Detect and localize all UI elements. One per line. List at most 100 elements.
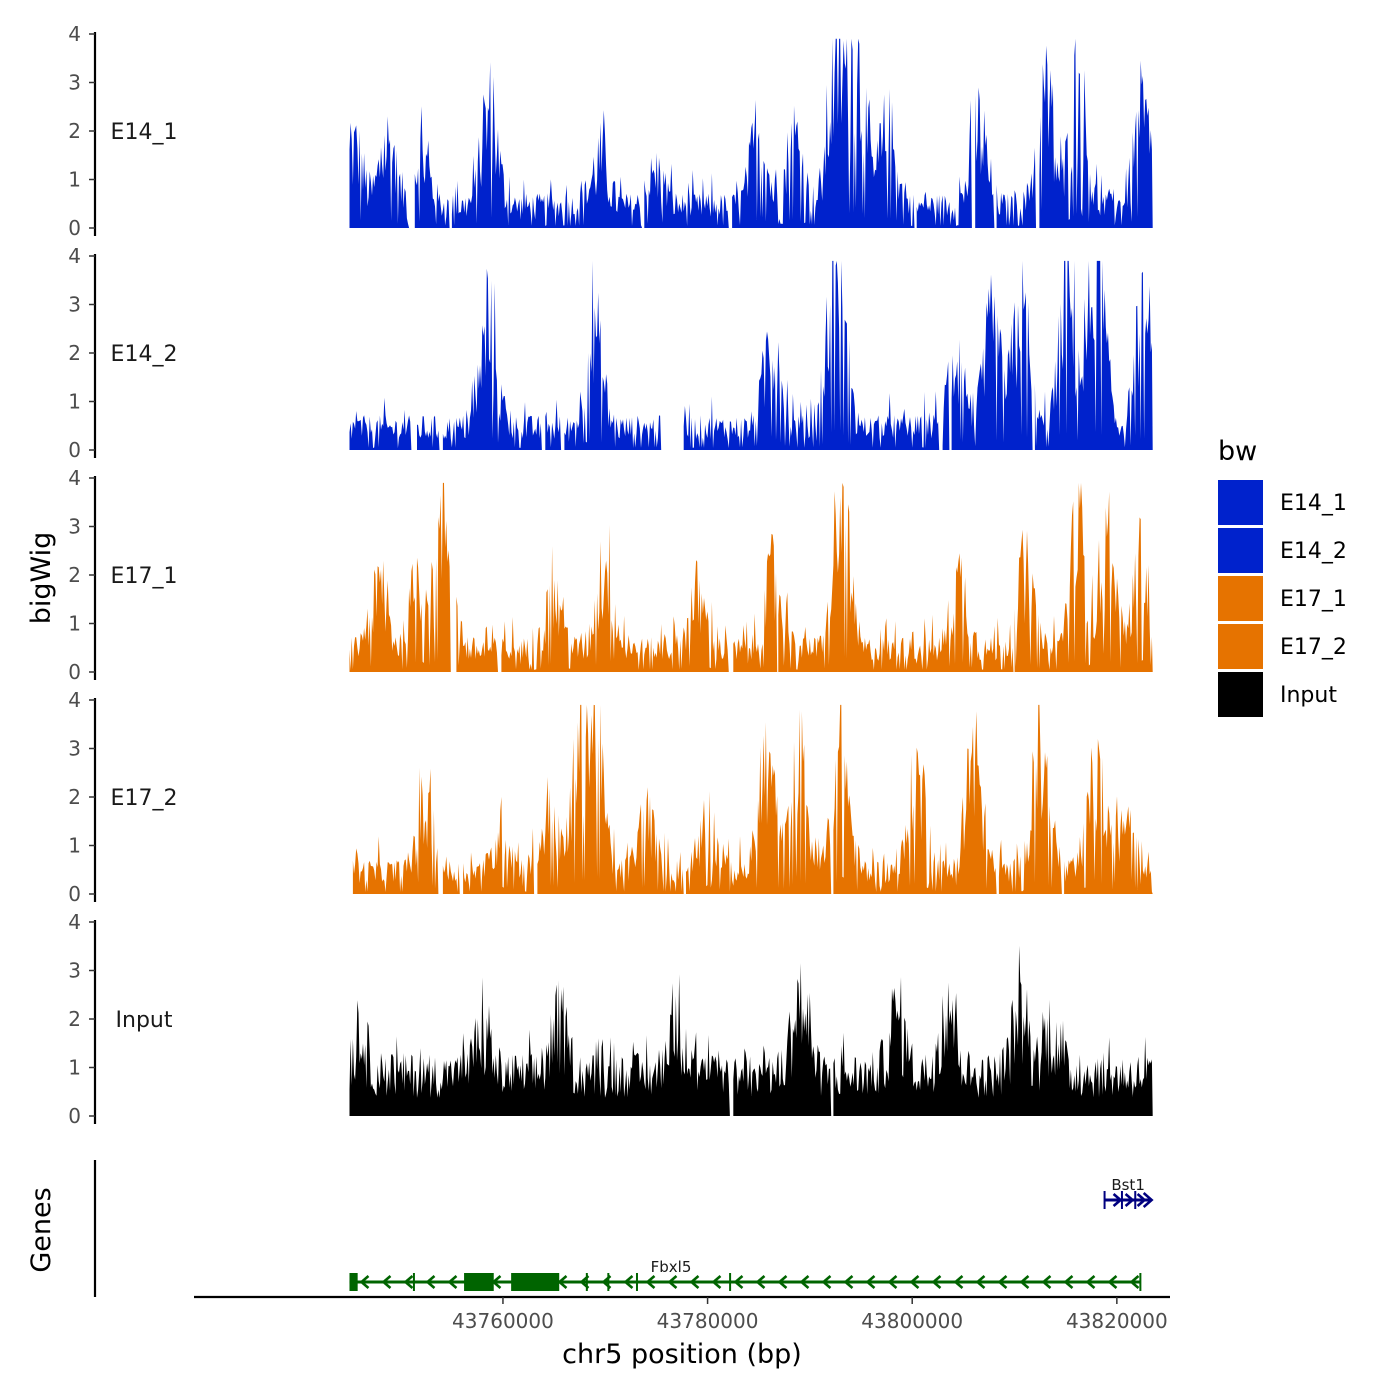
legend-title: bw <box>1218 436 1257 467</box>
legend-swatch <box>1218 672 1263 717</box>
strand-chevron <box>689 1275 700 1289</box>
strand-chevron <box>909 1275 920 1289</box>
x-tick-label: 43760000 <box>452 1309 554 1333</box>
legend-item: Input <box>1218 672 1337 717</box>
strand-chevron <box>843 1275 854 1289</box>
y-tick-label: 3 <box>68 515 81 539</box>
legend-swatch <box>1218 480 1263 525</box>
legend-label: E17_2 <box>1280 635 1347 660</box>
coverage-area-E14_2 <box>349 260 1153 450</box>
strand-chevron <box>821 1275 832 1289</box>
x-axis-title: chr5 position (bp) <box>562 1339 802 1370</box>
strand-chevron <box>777 1275 788 1289</box>
y-tick-label: 4 <box>68 910 81 934</box>
track-E17_2: 0 1 2 3 4 E17_2 <box>68 688 1153 906</box>
track-label: Input <box>116 1008 173 1033</box>
strand-chevron <box>447 1275 458 1289</box>
strand-chevron <box>645 1275 656 1289</box>
strand-chevron <box>425 1275 436 1289</box>
strand-chevron <box>865 1275 876 1289</box>
strand-chevron <box>1124 1193 1135 1207</box>
legend: bw E14_1 E14_2 E17_1 E17_2 Input <box>1218 436 1347 717</box>
x-tick-label: 43820000 <box>1066 1309 1168 1333</box>
legend-item: E17_2 <box>1218 624 1347 669</box>
legend-item: E14_2 <box>1218 528 1347 573</box>
y-tick-label: 2 <box>68 785 81 809</box>
legend-swatch <box>1218 576 1263 621</box>
gene-Fbxl5: Fbxl5 <box>349 1258 1142 1291</box>
y-tick-label: 3 <box>68 737 81 761</box>
strand-chevron <box>1019 1275 1030 1289</box>
legend-label: Input <box>1280 683 1337 708</box>
strand-chevron <box>953 1275 964 1289</box>
y-tick-label: 2 <box>68 341 81 365</box>
y-tick-label: 4 <box>68 244 81 268</box>
x-tick-label: 43800000 <box>861 1309 963 1333</box>
strand-chevron <box>931 1275 942 1289</box>
y-tick-label: 2 <box>68 119 81 143</box>
strand-chevron <box>1112 1193 1123 1207</box>
gene-Bst1: Bst1 <box>1103 1176 1154 1209</box>
x-tick-label: 43780000 <box>657 1309 759 1333</box>
gene-label: Fbxl5 <box>651 1258 692 1276</box>
y-tick-label: 0 <box>68 882 81 906</box>
exon <box>349 1273 358 1291</box>
coverage-tracks: 0 1 2 3 4 E14_1 0 1 2 3 4 E14_2 0 1 2 3 4 E17_1 0 1 2 3 4 E17_2… <box>68 22 1153 1128</box>
legend-label: E17_1 <box>1280 587 1347 612</box>
y-tick-label: 3 <box>68 71 81 95</box>
y-tick-label: 4 <box>68 466 81 490</box>
coverage-area-E17_1 <box>349 482 1153 672</box>
strand-chevron <box>997 1275 1008 1289</box>
strand-chevron <box>1041 1275 1052 1289</box>
y-tick-label: 4 <box>68 688 81 712</box>
strand-chevron <box>799 1275 810 1289</box>
coverage-area-E17_2 <box>352 704 1153 894</box>
strand-chevron <box>975 1275 986 1289</box>
y-axis-title: bigWig <box>26 532 57 625</box>
strand-chevron <box>381 1275 392 1289</box>
y-tick-label: 2 <box>68 1007 81 1031</box>
y-tick-label: 1 <box>68 168 81 192</box>
y-tick-label: 1 <box>68 1056 81 1080</box>
legend-label: E14_2 <box>1280 539 1347 564</box>
genes-panel: Fbxl5 Bst1 <box>93 1160 1154 1297</box>
legend-item: E17_1 <box>1218 576 1347 621</box>
track-E14_1: 0 1 2 3 4 E14_1 <box>68 22 1153 240</box>
y-tick-label: 0 <box>68 660 81 684</box>
y-tick-label: 1 <box>68 390 81 414</box>
legend-swatch <box>1218 624 1263 669</box>
coverage-area-E14_1 <box>349 38 1153 228</box>
y-tick-label: 0 <box>68 1104 81 1128</box>
y-tick-label: 1 <box>68 612 81 636</box>
strand-chevron <box>1085 1275 1096 1289</box>
strand-chevron <box>1063 1275 1074 1289</box>
track-E17_1: 0 1 2 3 4 E17_1 <box>68 466 1153 684</box>
x-axis: 43760000 43780000 43800000 43820000 <box>194 1295 1170 1333</box>
strand-chevron <box>623 1275 634 1289</box>
track-Input: 0 1 2 3 4 Input <box>68 910 1153 1128</box>
strand-chevron <box>733 1275 744 1289</box>
legend-swatch <box>1218 528 1263 573</box>
genes-axis-title: Genes <box>26 1187 57 1272</box>
y-tick-label: 0 <box>68 216 81 240</box>
strand-arrow <box>1142 1192 1154 1208</box>
track-E14_2: 0 1 2 3 4 E14_2 <box>68 244 1153 462</box>
gene-label: Bst1 <box>1111 1176 1145 1194</box>
track-label: E14_1 <box>111 120 178 145</box>
y-tick-label: 1 <box>68 834 81 858</box>
strand-chevron <box>557 1275 568 1289</box>
strand-chevron <box>1136 1193 1147 1207</box>
strand-chevron <box>887 1275 898 1289</box>
strand-chevron <box>667 1275 678 1289</box>
track-label: E17_2 <box>111 786 178 811</box>
y-tick-label: 0 <box>68 438 81 462</box>
strand-chevron <box>711 1275 722 1289</box>
strand-chevron <box>359 1275 370 1289</box>
y-tick-label: 2 <box>68 563 81 587</box>
strand-chevron <box>403 1275 414 1289</box>
legend-label: E14_1 <box>1280 491 1347 516</box>
legend-item: E14_1 <box>1218 480 1347 525</box>
track-label: E17_1 <box>111 564 178 589</box>
strand-chevron <box>1107 1275 1118 1289</box>
